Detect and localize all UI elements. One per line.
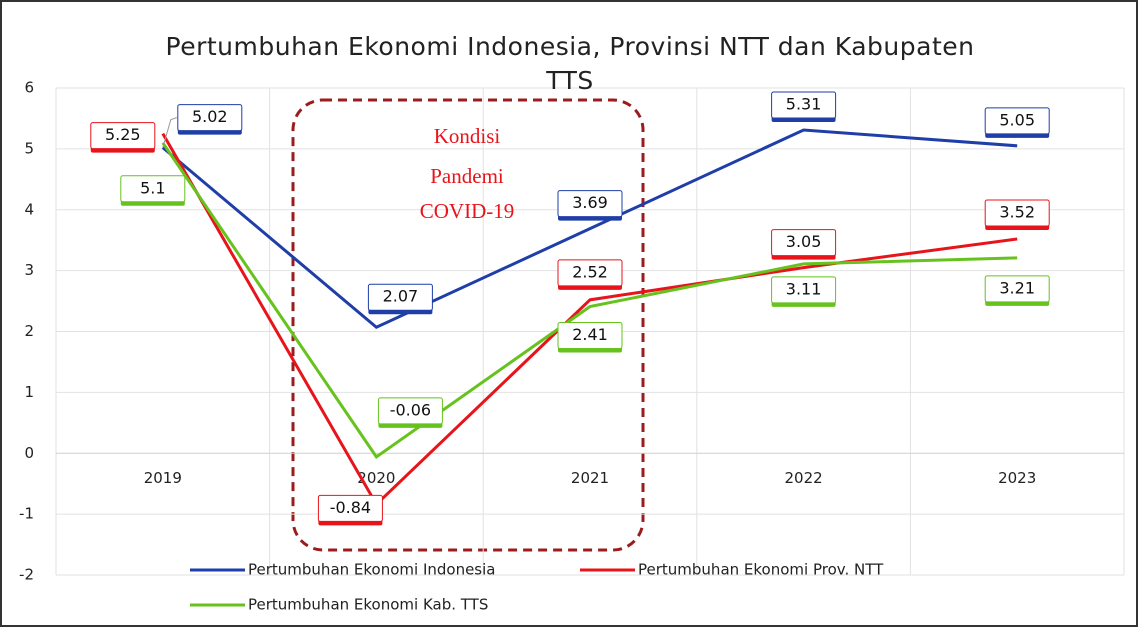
data-label: 5.25 <box>105 125 141 144</box>
y-tick-label: -1 <box>19 505 34 523</box>
label-box <box>771 91 837 119</box>
y-tick-label: 2 <box>24 322 34 340</box>
x-tick-label: 2021 <box>571 469 609 487</box>
label-box <box>984 199 1050 227</box>
data-label: 5.31 <box>786 95 822 114</box>
x-tick-label: 2023 <box>998 469 1036 487</box>
data-label: 2.52 <box>572 262 608 281</box>
annotation: COVID-19 <box>420 199 515 223</box>
y-tick-label: 1 <box>24 383 34 401</box>
series-line <box>161 128 1018 330</box>
data-label: 3.21 <box>999 278 1035 297</box>
x-tick-label: 2020 <box>357 469 395 487</box>
data-label: 5.05 <box>999 110 1035 129</box>
annotation: Kondisi <box>434 124 501 148</box>
y-tick-label: -2 <box>19 566 34 584</box>
data-label: 5.02 <box>192 107 228 126</box>
annotation: Pandemi <box>430 164 504 188</box>
x-tick-label: 2022 <box>785 469 823 487</box>
label-box <box>317 494 383 522</box>
label-box <box>557 322 623 350</box>
label-box <box>557 190 623 218</box>
data-label: 2.41 <box>572 325 608 344</box>
label-box <box>90 122 156 150</box>
y-tick-label: 4 <box>24 200 34 218</box>
pandemic-box <box>291 98 645 552</box>
leader-line <box>162 117 177 148</box>
y-tick-label: 6 <box>24 79 34 97</box>
label-box <box>120 175 186 203</box>
data-label: 2.07 <box>383 287 419 306</box>
data-label: 5.1 <box>140 178 165 197</box>
y-tick-label: 3 <box>24 261 34 279</box>
legend-label: Pertumbuhan Ekonomi Kab. TTS <box>248 596 488 614</box>
data-label: -0.84 <box>330 498 371 517</box>
label-box <box>377 397 443 425</box>
label-box <box>557 259 623 287</box>
label-box <box>177 104 243 132</box>
data-label: -0.06 <box>390 400 431 419</box>
legend-label: Pertumbuhan Ekonomi Indonesia <box>248 561 496 579</box>
label-box <box>771 229 837 257</box>
label-box <box>771 276 837 304</box>
data-label: 3.11 <box>786 279 822 298</box>
data-label: 3.69 <box>572 193 608 212</box>
x-tick-label: 2019 <box>144 469 182 487</box>
data-label: 3.52 <box>999 202 1035 221</box>
data-label: 3.05 <box>786 232 822 251</box>
series-line <box>161 141 1018 460</box>
y-tick-label: 5 <box>24 139 34 157</box>
legend-label: Pertumbuhan Ekonomi Prov. NTT <box>638 561 884 579</box>
label-box <box>367 283 433 311</box>
series-line <box>161 132 1018 507</box>
label-box <box>984 107 1050 135</box>
label-box <box>984 275 1050 303</box>
chart-title: Pertumbuhan Ekonomi Indonesia, Provinsi … <box>165 32 975 95</box>
y-tick-label: 0 <box>24 444 34 462</box>
